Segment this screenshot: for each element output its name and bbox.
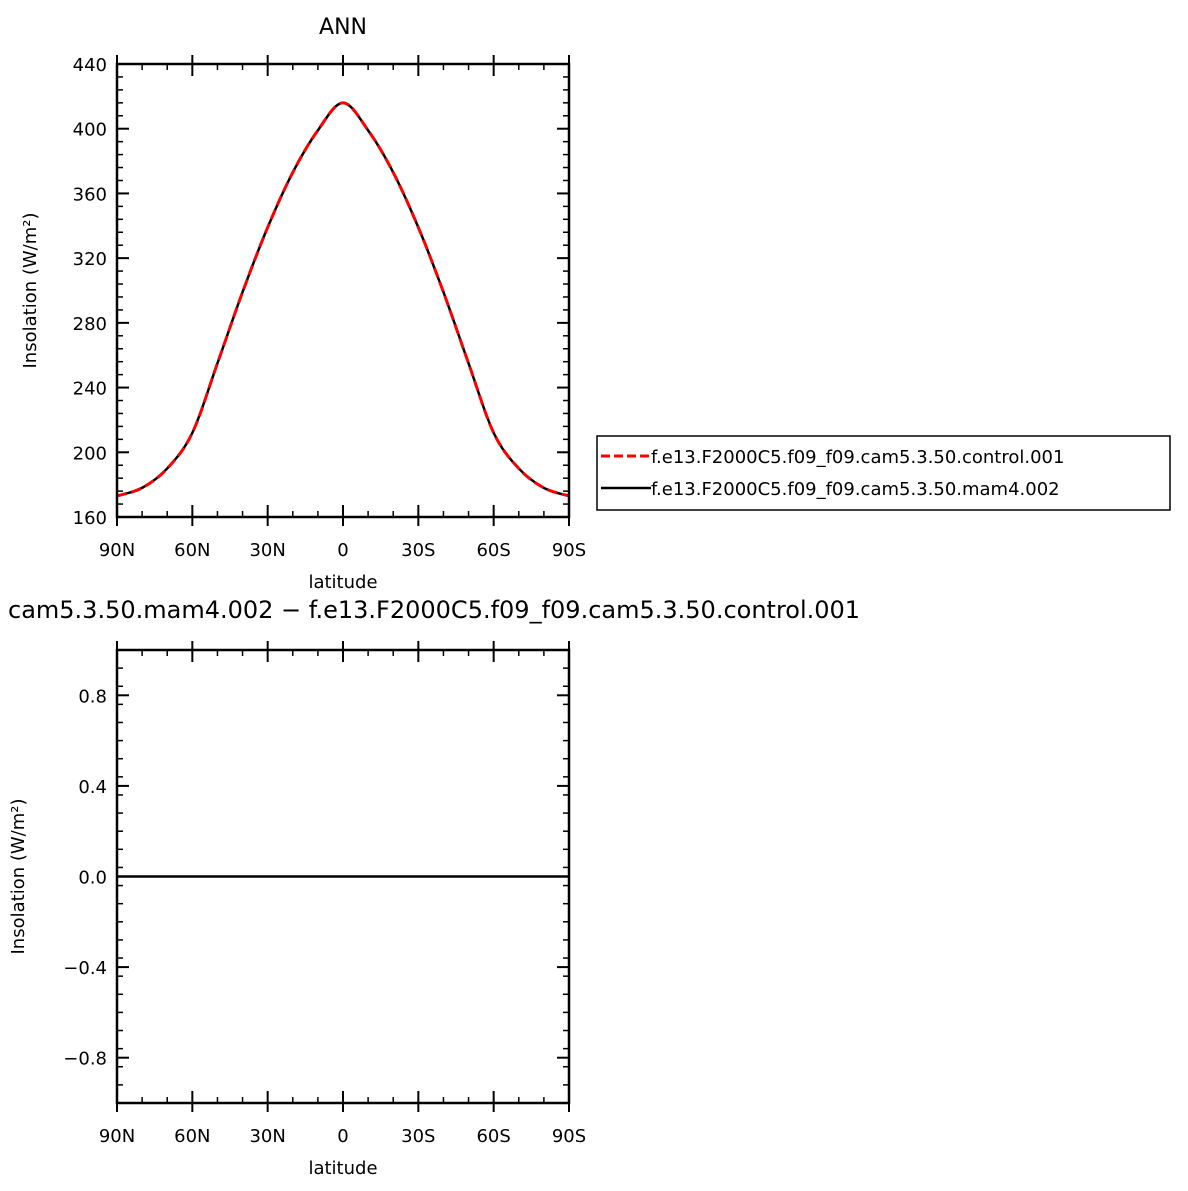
x-tick-label: 30N	[249, 540, 285, 561]
y-tick-label: 240	[73, 379, 107, 400]
y-tick-label: 0.8	[78, 686, 107, 707]
y-tick-label: −0.4	[63, 958, 107, 979]
x-axis-label: latitude	[308, 1158, 377, 1179]
x-tick-label: 30N	[249, 1126, 285, 1147]
series-line-0	[116, 101, 570, 498]
x-tick-label: 90N	[99, 540, 135, 561]
plot-frame	[115, 648, 571, 1105]
y-axis-label: Insolation (W/m²)	[20, 213, 41, 369]
y-tick-label: 360	[73, 184, 107, 205]
x-tick-label: 0	[337, 540, 348, 561]
x-axis-label: latitude	[308, 572, 377, 593]
x-tick-label: 90N	[99, 1126, 135, 1147]
y-tick-label: 160	[73, 508, 107, 529]
x-tick-label: 30S	[401, 1126, 435, 1147]
y-tick-label: 280	[73, 314, 107, 335]
series-line-1	[116, 101, 570, 498]
y-tick-label: 200	[73, 443, 107, 464]
x-tick-label: 0	[337, 1126, 348, 1147]
y-tick-label: 0.4	[78, 777, 107, 798]
x-tick-label: 30S	[401, 540, 435, 561]
legend-label: f.e13.F2000C5.f09_f09.cam5.3.50.control.…	[651, 447, 1064, 468]
legend: f.e13.F2000C5.f09_f09.cam5.3.50.control.…	[596, 435, 1171, 511]
y-tick-label: 440	[73, 55, 107, 76]
y-tick-label: 400	[73, 120, 107, 141]
legend-label: f.e13.F2000C5.f09_f09.cam5.3.50.mam4.002	[651, 479, 1060, 500]
x-tick-label: 90S	[552, 540, 586, 561]
x-tick-label: 90S	[552, 1126, 586, 1147]
y-tick-label: −0.8	[63, 1049, 107, 1070]
x-tick-label: 60S	[476, 540, 510, 561]
legend-box	[596, 435, 1171, 511]
chart-title: ANN	[319, 15, 367, 40]
x-tick-label: 60N	[174, 540, 210, 561]
y-axis-label: Insolation (W/m²)	[8, 799, 29, 955]
plot-frame	[115, 62, 571, 519]
x-tick-label: 60N	[174, 1126, 210, 1147]
y-tick-label: 320	[73, 249, 107, 270]
y-tick-label: 0.0	[78, 868, 107, 889]
chart-title: cam5.3.50.mam4.002 − f.e13.F2000C5.f09_f…	[8, 596, 860, 624]
x-tick-label: 60S	[476, 1126, 510, 1147]
